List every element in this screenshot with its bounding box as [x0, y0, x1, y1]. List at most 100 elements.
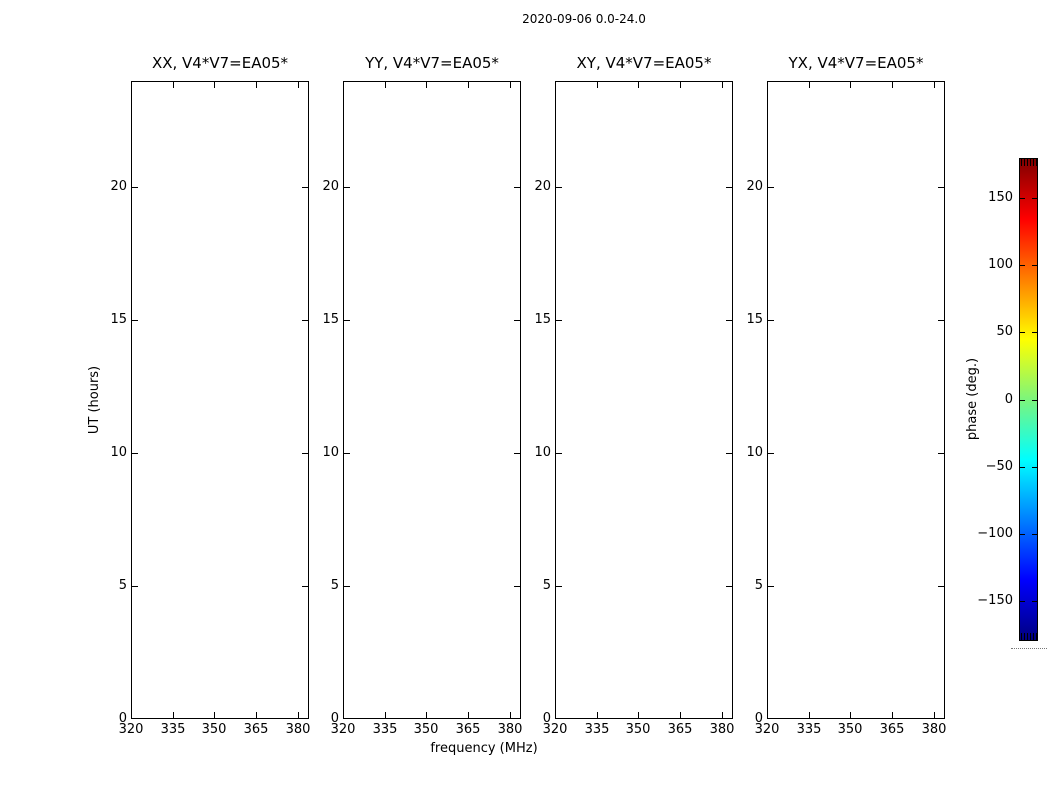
y-tick-mark: [302, 320, 308, 321]
x-tick-label: 335: [160, 722, 186, 737]
y-axis-label: UT (hours): [87, 365, 102, 435]
y-tick-mark: [514, 586, 520, 587]
x-tick-mark: [680, 82, 681, 88]
y-tick-mark: [132, 586, 138, 587]
y-tick-mark: [938, 453, 944, 454]
y-tick-mark: [344, 320, 350, 321]
x-tick-label: 365: [243, 722, 269, 737]
y-tick-mark: [768, 586, 774, 587]
y-tick-mark: [302, 187, 308, 188]
y-tick-mark: [302, 586, 308, 587]
x-tick-mark: [385, 82, 386, 88]
colorbar-tick-mark: [1020, 400, 1025, 401]
y-tick-mark: [938, 187, 944, 188]
subplot-panel: [555, 81, 733, 719]
x-tick-mark: [850, 712, 851, 718]
figure-title: 2020-09-06 0.0-24.0: [522, 12, 646, 26]
x-tick-mark: [680, 712, 681, 718]
colorbar-tick-mark: [1032, 265, 1037, 266]
y-tick-label: 0: [118, 711, 127, 726]
colorbar-minor-tick: [1024, 159, 1025, 166]
x-tick-mark: [385, 712, 386, 718]
y-tick-label: 5: [542, 578, 551, 593]
colorbar-tick-label: −50: [985, 459, 1013, 474]
y-tick-mark: [302, 453, 308, 454]
x-tick-mark: [597, 712, 598, 718]
colorbar-minor-tick: [1027, 159, 1028, 166]
y-tick-label: 20: [322, 179, 339, 194]
subplot-title: YY, V4*V7=EA05*: [365, 54, 499, 72]
x-tick-mark: [426, 82, 427, 88]
colorbar-dotted-edge: [1011, 648, 1047, 649]
x-axis-label: frequency (MHz): [430, 741, 538, 756]
x-tick-label: 380: [921, 722, 947, 737]
colorbar-tick-mark: [1032, 467, 1037, 468]
y-tick-label: 15: [534, 312, 551, 327]
x-tick-label: 320: [754, 722, 780, 737]
y-tick-mark: [726, 586, 732, 587]
x-tick-mark: [809, 712, 810, 718]
y-tick-mark: [726, 187, 732, 188]
colorbar-minor-tick: [1033, 159, 1034, 166]
subplot-title: XY, V4*V7=EA05*: [576, 54, 712, 72]
x-tick-mark: [510, 82, 511, 88]
y-tick-mark: [132, 453, 138, 454]
x-tick-mark: [173, 712, 174, 718]
x-tick-label: 335: [796, 722, 822, 737]
y-tick-mark: [344, 586, 350, 587]
y-tick-mark: [132, 320, 138, 321]
y-tick-label: 20: [746, 179, 763, 194]
y-tick-mark: [556, 453, 562, 454]
colorbar-tick-mark: [1020, 467, 1025, 468]
y-tick-mark: [344, 187, 350, 188]
colorbar-minor-tick: [1021, 633, 1022, 640]
subplot-panel: [343, 81, 521, 719]
colorbar-tick-label: 50: [996, 324, 1013, 339]
y-tick-mark: [514, 453, 520, 454]
colorbar-minor-tick: [1027, 633, 1028, 640]
x-tick-mark: [638, 82, 639, 88]
x-tick-mark: [892, 712, 893, 718]
y-tick-label: 10: [746, 445, 763, 460]
x-tick-label: 380: [709, 722, 735, 737]
x-tick-mark: [722, 712, 723, 718]
colorbar-tick-mark: [1020, 534, 1025, 535]
x-tick-mark: [638, 712, 639, 718]
y-tick-label: 10: [322, 445, 339, 460]
x-tick-label: 365: [667, 722, 693, 737]
subplot-panel: [131, 81, 309, 719]
colorbar-tick-mark: [1020, 332, 1025, 333]
colorbar-gradient: [1019, 158, 1038, 641]
x-tick-mark: [298, 712, 299, 718]
x-tick-label: 350: [413, 722, 439, 737]
x-tick-label: 365: [455, 722, 481, 737]
subplot-title: YX, V4*V7=EA05*: [788, 54, 924, 72]
colorbar-tick-label: −100: [977, 526, 1013, 541]
y-tick-label: 0: [542, 711, 551, 726]
x-tick-mark: [934, 82, 935, 88]
x-tick-label: 380: [285, 722, 311, 737]
y-tick-label: 20: [110, 179, 127, 194]
subplot-title: XX, V4*V7=EA05*: [151, 54, 289, 72]
x-tick-label: 320: [118, 722, 144, 737]
x-tick-mark: [510, 712, 511, 718]
y-tick-mark: [768, 320, 774, 321]
colorbar-minor-tick: [1036, 633, 1037, 640]
x-tick-mark: [214, 82, 215, 88]
colorbar-tick-label: 100: [988, 257, 1013, 272]
y-tick-mark: [726, 453, 732, 454]
y-tick-mark: [726, 320, 732, 321]
y-tick-label: 5: [118, 578, 127, 593]
colorbar-tick-mark: [1032, 198, 1037, 199]
colorbar-minor-tick: [1036, 159, 1037, 166]
y-tick-mark: [514, 320, 520, 321]
x-tick-label: 335: [372, 722, 398, 737]
y-tick-mark: [938, 586, 944, 587]
y-tick-mark: [344, 453, 350, 454]
x-tick-mark: [214, 712, 215, 718]
colorbar-minor-tick: [1033, 633, 1034, 640]
x-tick-label: 350: [201, 722, 227, 737]
colorbar-minor-tick: [1030, 159, 1031, 166]
x-tick-label: 365: [879, 722, 905, 737]
